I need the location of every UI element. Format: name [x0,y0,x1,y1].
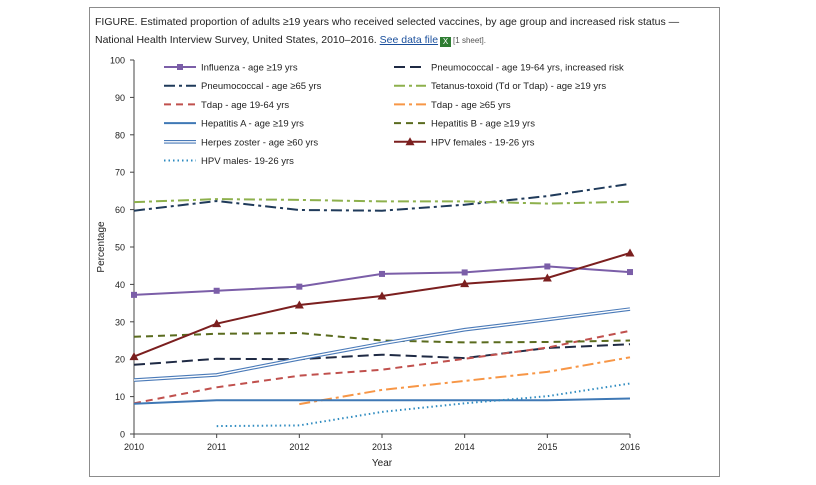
legend-label: Hepatitis B - age ≥19 yrs [431,119,535,130]
x-tick-label: 2015 [537,442,557,452]
legend-label: Tdap - age 19-64 yrs [201,100,289,111]
data-point [544,263,551,270]
legend-label: HPV males- 19-26 yrs [201,156,294,167]
legend-label: Herpes zoster - age ≥60 yrs [201,137,318,148]
legend-item: Hepatitis B - age ≥19 yrs [394,119,535,130]
series-line [133,182,631,212]
x-tick-label: 2011 [207,442,226,452]
series-line [133,331,631,344]
x-tick-label: 2014 [455,442,475,452]
y-tick-label: 90 [115,93,125,103]
series-line [133,265,631,296]
legend-marker [405,137,415,146]
y-tick-label: 70 [115,168,125,178]
legend-item: Herpes zoster - age ≥60 yrs [164,137,318,148]
legend-item: Pneumococcal - age 19-64 yrs, increased … [394,63,624,74]
y-axis-label: Percentage [96,221,107,273]
series-line [133,329,631,405]
data-point [213,287,220,294]
series-9 [129,248,635,361]
series-line-inner [133,308,631,381]
legend-item: HPV females - 19-26 yrs [394,137,535,148]
legend-marker [177,64,183,70]
data-point [131,291,137,298]
excel-file-icon[interactable]: X [440,37,452,47]
legend-label: Tdap - age ≥65 yrs [431,100,511,111]
data-point [296,283,303,290]
y-tick-label: 40 [115,280,125,290]
data-point [377,291,387,300]
series-10 [216,382,631,428]
legend-item: Influenza - age ≥19 yrs [164,63,298,74]
series-6 [133,397,631,405]
series-1 [133,343,631,366]
series-line [299,356,631,406]
sheet-count: [1 sheet]. [453,36,486,45]
data-point [625,248,635,257]
data-point [542,273,552,282]
y-tick-label: 0 [120,430,125,440]
series-line [133,198,631,205]
x-tick-label: 2012 [289,442,309,452]
legend-item: Tetanus-toxoid (Td or Tdap) - age ≥19 yr… [394,81,606,92]
series-0 [131,263,633,298]
legend-label: Tetanus-toxoid (Td or Tdap) - age ≥19 yr… [431,81,606,92]
data-point [379,270,385,277]
legend-item: HPV males- 19-26 yrs [164,156,294,167]
data-point [212,319,222,328]
data-file-link[interactable]: See data file [379,34,439,46]
series-5 [299,356,631,406]
legend-label: Pneumococcal - age ≥65 yrs [201,81,322,92]
series-8 [133,307,631,382]
legend-label: Pneumococcal - age 19-64 yrs, increased … [431,63,624,74]
x-tick-label: 2016 [620,442,640,452]
legend-item: Tdap - age ≥65 yrs [394,100,511,111]
series-line [216,382,631,428]
legend-label: HPV females - 19-26 yrs [431,137,535,148]
series-7 [133,331,631,344]
y-tick-label: 10 [115,392,125,402]
series-line [133,397,631,405]
data-point [627,269,633,276]
x-tick-label: 2013 [372,442,392,452]
y-tick-label: 50 [115,243,125,253]
y-tick-label: 20 [115,355,125,365]
series-line [133,343,631,366]
data-point [294,300,304,309]
x-tick-label: 2010 [124,442,144,452]
y-tick-label: 80 [115,130,125,140]
series-3 [133,198,631,205]
data-point [461,269,468,276]
figure-caption: FIGURE. Estimated proportion of adults ≥… [95,13,715,50]
legend-label: Influenza - age ≥19 yrs [201,63,298,74]
legend-label: Hepatitis A - age ≥19 yrs [201,119,304,130]
data-point [129,352,139,361]
x-axis-label: Year [372,458,393,469]
legend-item: Pneumococcal - age ≥65 yrs [164,81,322,92]
y-tick-label: 30 [115,317,125,327]
y-tick-label: 100 [110,56,125,66]
caption-text: FIGURE. Estimated proportion of adults ≥… [95,16,680,46]
series-4 [133,329,631,405]
legend-item: Hepatitis A - age ≥19 yrs [164,119,304,130]
y-tick-label: 60 [115,205,125,215]
data-point [460,279,470,288]
legend-item: Tdap - age 19-64 yrs [164,100,289,111]
series-2 [133,182,631,212]
